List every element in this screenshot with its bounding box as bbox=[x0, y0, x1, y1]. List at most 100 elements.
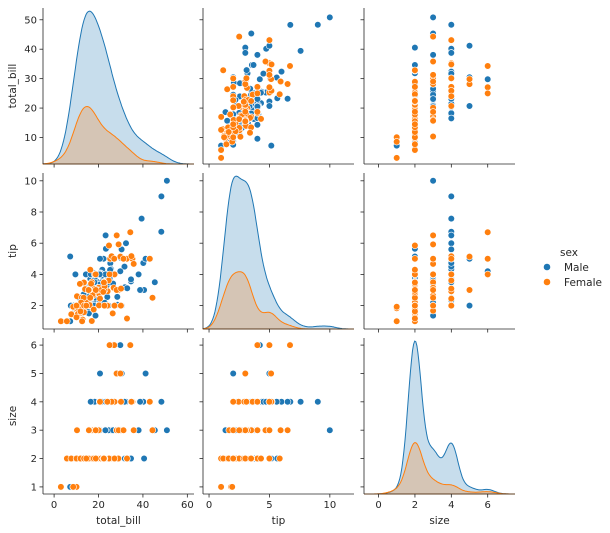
point-male-137 bbox=[241, 49, 249, 57]
ytick-label-total_bill-40: 40 bbox=[24, 45, 37, 56]
point-female-89 bbox=[411, 108, 419, 116]
point-female-95 bbox=[100, 454, 108, 463]
point-female-83 bbox=[123, 454, 131, 463]
point-male-30 bbox=[122, 239, 130, 247]
point-female-10 bbox=[96, 295, 104, 303]
point-female-91 bbox=[146, 255, 154, 263]
point-female-75 bbox=[99, 288, 107, 296]
point-male-77 bbox=[253, 121, 261, 129]
panel-total_bill-vs-size bbox=[360, 8, 515, 168]
point-female-28 bbox=[217, 483, 225, 491]
point-male-57 bbox=[256, 75, 264, 83]
xlabel-size: size bbox=[429, 515, 449, 527]
point-female-10 bbox=[447, 102, 455, 110]
point-female-4 bbox=[429, 132, 437, 141]
point-male-40 bbox=[447, 245, 455, 253]
panel-tip-vs-total_bill: 2 4 6 8 10 bbox=[24, 173, 194, 333]
point-female-44 bbox=[411, 255, 419, 263]
point-female-28 bbox=[393, 317, 401, 325]
point-male-58 bbox=[286, 21, 294, 29]
point-female-28 bbox=[57, 317, 65, 325]
point-female-87 bbox=[100, 302, 108, 310]
point-female-86 bbox=[110, 302, 119, 310]
point-female-101 bbox=[229, 454, 237, 463]
ylabel-tip: tip bbox=[7, 244, 19, 258]
point-female-94 bbox=[484, 255, 492, 263]
point-female-76 bbox=[103, 398, 111, 406]
point-female-64 bbox=[241, 80, 249, 88]
point-male-46 bbox=[447, 114, 455, 122]
point-female-101 bbox=[229, 120, 237, 128]
point-male-30 bbox=[447, 239, 455, 247]
point-female-93 bbox=[484, 62, 492, 70]
point-female-85 bbox=[429, 240, 437, 248]
ytick-label-tip-8: 8 bbox=[31, 208, 37, 219]
point-female-84 bbox=[429, 57, 437, 66]
point-male-141 bbox=[447, 192, 455, 200]
legend: sex Male Female bbox=[543, 247, 602, 289]
point-male-37 bbox=[135, 270, 143, 279]
point-female-59 bbox=[429, 302, 437, 310]
point-female-92 bbox=[465, 75, 474, 83]
point-female-73 bbox=[86, 294, 94, 302]
point-male-114 bbox=[249, 61, 258, 69]
point-male-57 bbox=[484, 75, 492, 83]
point-female-101 bbox=[411, 120, 419, 128]
point-male-46 bbox=[87, 398, 95, 406]
point-male-118 bbox=[411, 43, 419, 52]
point-male-117 bbox=[101, 231, 110, 239]
point-female-90 bbox=[148, 426, 157, 434]
point-male-117 bbox=[284, 398, 292, 406]
point-female-77 bbox=[429, 117, 437, 125]
point-female-78 bbox=[76, 280, 84, 288]
point-female-70 bbox=[69, 483, 77, 491]
point-female-1 bbox=[447, 276, 455, 285]
point-female-99 bbox=[253, 426, 261, 434]
point-female-0 bbox=[217, 113, 225, 121]
point-female-28 bbox=[393, 154, 401, 162]
point-female-46 bbox=[127, 252, 135, 260]
point-female-96 bbox=[265, 426, 274, 434]
point-female-99 bbox=[92, 426, 100, 434]
point-female-96 bbox=[265, 71, 274, 79]
point-female-42 bbox=[87, 280, 95, 288]
point-female-101 bbox=[82, 454, 90, 463]
point-male-117 bbox=[284, 95, 292, 103]
point-male-123 bbox=[223, 117, 231, 125]
ytick-label-total_bill-30: 30 bbox=[24, 74, 37, 85]
point-male-122 bbox=[429, 95, 437, 103]
point-female-97 bbox=[225, 128, 233, 136]
point-female-94 bbox=[110, 255, 118, 263]
ytick-label-tip-4: 4 bbox=[31, 270, 37, 281]
point-female-67 bbox=[117, 398, 125, 406]
point-male-57 bbox=[116, 267, 124, 275]
point-female-93 bbox=[484, 228, 492, 236]
point-male-122 bbox=[101, 426, 109, 434]
point-male-116 bbox=[151, 278, 159, 286]
point-male-141 bbox=[157, 192, 165, 200]
point-male-30 bbox=[277, 67, 286, 76]
point-female-99 bbox=[253, 108, 261, 116]
point-male-141 bbox=[447, 21, 455, 29]
point-male-85 bbox=[142, 369, 150, 378]
point-female-70 bbox=[393, 303, 401, 311]
ytick-label-total_bill-10: 10 bbox=[24, 133, 37, 144]
xtick-label-tip-10: 10 bbox=[323, 500, 336, 511]
kde-male-tip bbox=[202, 175, 354, 330]
point-female-46 bbox=[267, 60, 276, 69]
point-female-100 bbox=[253, 89, 261, 97]
point-female-88 bbox=[90, 305, 98, 314]
point-female-88 bbox=[226, 110, 234, 119]
point-male-104 bbox=[326, 13, 334, 21]
point-male-120 bbox=[465, 302, 474, 310]
point-female-93 bbox=[286, 62, 294, 70]
point-female-93 bbox=[286, 341, 294, 349]
point-female-77 bbox=[85, 426, 93, 434]
point-female-90 bbox=[429, 32, 437, 41]
point-female-53 bbox=[217, 146, 225, 154]
point-female-100 bbox=[484, 89, 492, 97]
point-male-52 bbox=[120, 263, 129, 271]
point-male-104 bbox=[429, 177, 437, 185]
point-female-49 bbox=[276, 90, 284, 98]
